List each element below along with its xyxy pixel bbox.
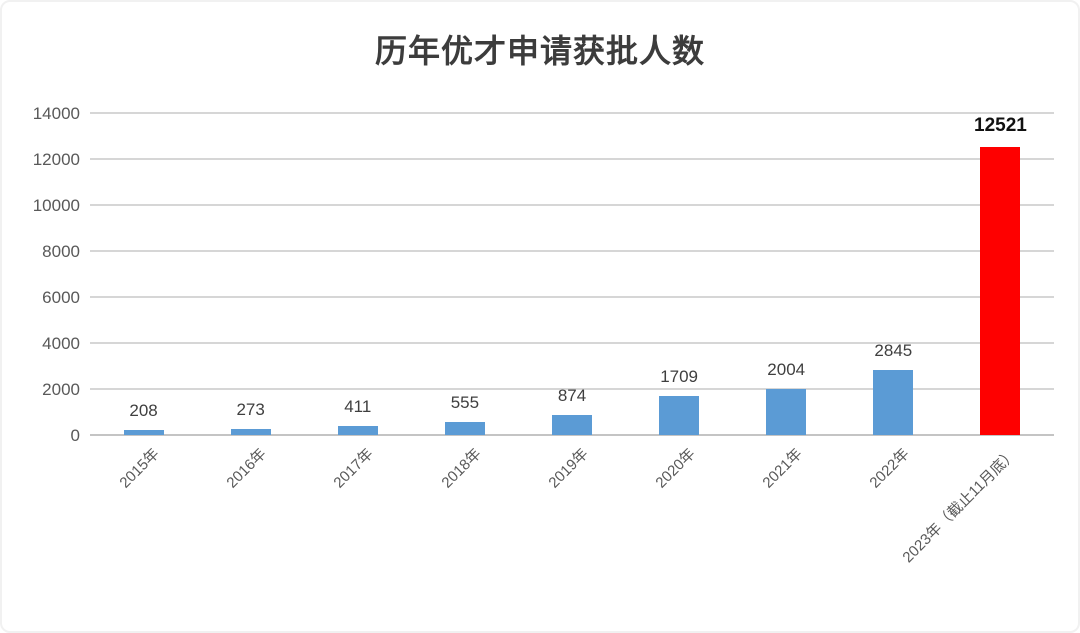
gridline: [90, 250, 1054, 252]
x-axis-label: 2017年: [330, 445, 378, 492]
x-axis-label: 2019年: [545, 445, 592, 492]
chart-title: 历年优才申请获批人数: [374, 33, 705, 69]
gridline: [90, 296, 1054, 298]
x-axis-label: 2022年: [866, 445, 913, 492]
x-axis-label: 2016年: [223, 445, 270, 492]
gridline: [90, 388, 1054, 390]
bar-value-label: 12521: [974, 115, 1027, 137]
gridline: [90, 112, 1054, 114]
bar: [659, 395, 700, 435]
bar-value-label: 273: [236, 399, 265, 419]
bar: [230, 428, 271, 435]
y-axis-label: 2000: [42, 379, 80, 399]
bar: [123, 430, 164, 435]
bar-value-label: 2004: [767, 359, 806, 379]
bar-value-label: 555: [450, 393, 480, 413]
bar: [337, 425, 378, 435]
bar-value-label: 2845: [874, 340, 913, 360]
y-axis-label: 4000: [42, 333, 80, 353]
bar-value-label: 874: [557, 385, 587, 405]
x-axis-label: 2015年: [116, 445, 163, 492]
y-axis-label: 0: [70, 425, 80, 445]
bar: [766, 388, 807, 435]
bar: [552, 414, 592, 435]
y-axis-label: 12000: [32, 149, 80, 169]
gridline: [90, 204, 1054, 206]
bar-value-label: 411: [344, 396, 372, 416]
bar-value-label: 1709: [660, 366, 699, 386]
bar: [980, 147, 1021, 435]
gridline: [90, 342, 1054, 344]
gridline: [90, 158, 1054, 160]
y-axis-label: 8000: [42, 241, 80, 261]
bar-value-label: 208: [129, 401, 158, 421]
x-axis-label: 2018年: [437, 445, 485, 492]
bar: [444, 422, 485, 435]
y-axis-label: 14000: [32, 103, 80, 123]
x-axis-line: [90, 434, 1054, 436]
bar: [873, 369, 914, 435]
y-axis-label: 6000: [42, 287, 80, 307]
x-axis-label: 2021年: [759, 445, 806, 492]
x-axis-label: 2023年（截止11月底）: [898, 445, 1020, 567]
x-axis-label: 2020年: [652, 445, 699, 492]
y-axis-label: 10000: [32, 195, 80, 215]
